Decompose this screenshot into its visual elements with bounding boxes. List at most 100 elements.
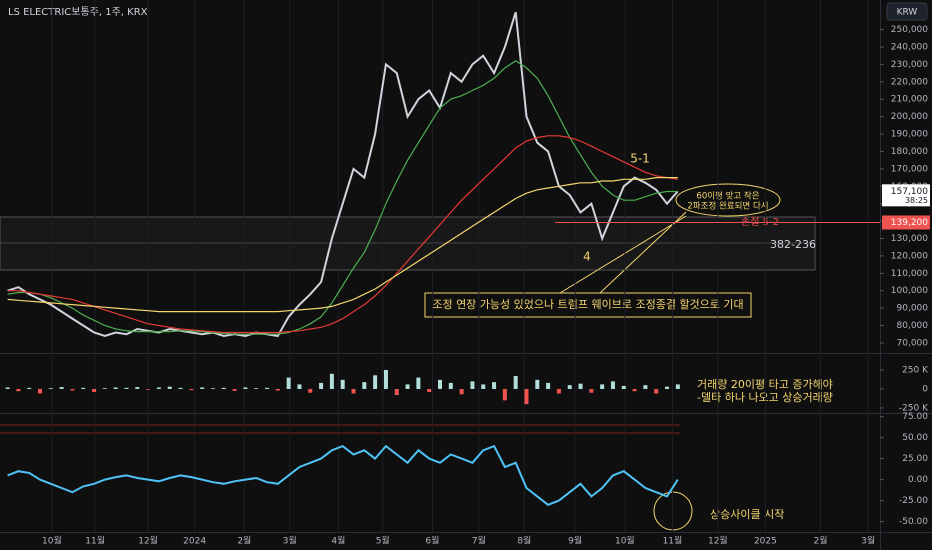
- volume-bar: [383, 369, 388, 389]
- x-tick-label: 8월: [517, 535, 531, 547]
- volume-bar: [654, 388, 659, 394]
- x-tick-label: 4월: [331, 535, 345, 547]
- price-tag-label: 157,100: [891, 187, 928, 197]
- x-tick-label: 10월: [615, 535, 635, 547]
- series-line: [7, 135, 678, 334]
- volume-bar: [319, 382, 324, 389]
- y-tick-label: 180,000: [891, 147, 928, 157]
- highlight-ellipse: [675, 183, 781, 217]
- y-tick-label: 190,000: [891, 130, 928, 140]
- series-line: [7, 177, 678, 313]
- volume-bar: [340, 379, 345, 389]
- volume-bar: [524, 388, 529, 405]
- volume-bar: [70, 388, 75, 391]
- volume-bar: [178, 387, 183, 389]
- y-tick-label: 240,000: [891, 43, 928, 53]
- volume-bar: [513, 376, 518, 389]
- chart-title: LS ELECTRIC보통주, 1주, KRX: [8, 6, 148, 18]
- y-tick-label: 110,000: [891, 269, 928, 279]
- volume-bar: [535, 379, 540, 389]
- annotation: 조정 연장 가능성 있었으나 트럼프 웨이브로 조정종결 할것으로 기대: [432, 298, 743, 311]
- y-tick-label: -250 K: [899, 403, 929, 413]
- volume-bar: [643, 385, 648, 389]
- y-tick-label: 75.00: [902, 412, 928, 422]
- currency[interactable]: KRW: [897, 8, 918, 18]
- y-tick-label: 250 K: [902, 365, 929, 375]
- volume-bar: [351, 388, 356, 394]
- x-tick-label: 6월: [425, 535, 439, 547]
- x-tick-label: 9월: [568, 535, 582, 547]
- volume-bar: [189, 388, 194, 391]
- x-tick-label: 11월: [663, 535, 683, 547]
- annotation: 상승사이클 시작: [710, 508, 784, 521]
- volume-bar: [102, 388, 107, 389]
- y-tick-label: 220,000: [891, 77, 928, 87]
- volume-bar: [610, 381, 615, 389]
- y-tick-label: 120,000: [891, 251, 928, 261]
- series-line: [7, 60, 678, 335]
- volume-bar: [621, 385, 626, 389]
- price-tag-label: 139,200: [891, 218, 928, 228]
- y-tick-label: 50.00: [902, 433, 928, 443]
- volume-bar: [600, 384, 605, 389]
- volume-bar: [113, 387, 118, 389]
- volume-bar: [556, 388, 561, 394]
- y-tick-label: 200,000: [891, 112, 928, 122]
- x-tick-label: 5월: [376, 535, 390, 547]
- x-tick-label: 12월: [138, 535, 158, 547]
- volume-bar: [167, 386, 172, 389]
- y-tick-label: 130,000: [891, 234, 928, 244]
- volume-bar: [210, 388, 215, 389]
- volume-bar: [16, 388, 21, 392]
- volume-bar: [329, 373, 334, 389]
- volume-bar: [589, 388, 594, 393]
- volume-bar: [492, 382, 497, 389]
- x-tick-label: 10월: [42, 535, 62, 547]
- volume-bar: [394, 388, 399, 396]
- x-tick-label: 2024: [183, 537, 206, 547]
- volume-bar: [59, 387, 64, 389]
- x-tick-label: 3월: [861, 535, 875, 547]
- volume-bar: [448, 382, 453, 389]
- highlight-circle: [653, 491, 693, 531]
- x-tick-label: 3월: [283, 535, 297, 547]
- y-tick-label: 100,000: [891, 286, 928, 296]
- volume-bar: [578, 383, 583, 389]
- y-tick-label: 230,000: [891, 60, 928, 70]
- volume-bar: [27, 387, 32, 389]
- y-tick-label: 0: [922, 384, 928, 394]
- y-tick-label: 90,000: [897, 304, 929, 314]
- volume-bar: [459, 388, 464, 395]
- pointer-line: [559, 215, 687, 294]
- volume-bar: [470, 381, 475, 389]
- x-tick-label: 2월: [814, 535, 828, 547]
- volume-bar: [297, 384, 302, 389]
- y-tick-label: 210,000: [891, 95, 928, 105]
- volume-bar: [254, 388, 259, 389]
- y-tick-label: 170,000: [891, 164, 928, 174]
- volume-bar: [156, 387, 161, 389]
- y-tick-label: 0.00: [908, 475, 928, 485]
- x-tick-label: 2월: [237, 535, 251, 547]
- volume-bar: [92, 388, 97, 393]
- annotation: 손절 5-2: [741, 215, 779, 228]
- x-tick-label: 12월: [708, 535, 728, 547]
- x-tick-label: 2025: [754, 537, 777, 547]
- volume-bar: [308, 388, 313, 393]
- y-tick-label: 70,000: [897, 338, 929, 348]
- y-tick-label: 80,000: [897, 321, 929, 331]
- currency-button[interactable]: [886, 2, 928, 21]
- volume-bar: [405, 384, 410, 389]
- volume-bar: [373, 375, 378, 389]
- volume-bar: [5, 387, 10, 389]
- volume-bar: [632, 388, 637, 392]
- annotation: 382-236: [770, 238, 816, 251]
- annotation: 5-1: [630, 152, 650, 166]
- volume-bar: [48, 388, 53, 389]
- volume-bar: [481, 384, 486, 389]
- volume-bar: [221, 387, 226, 389]
- pointer-line: [599, 211, 687, 294]
